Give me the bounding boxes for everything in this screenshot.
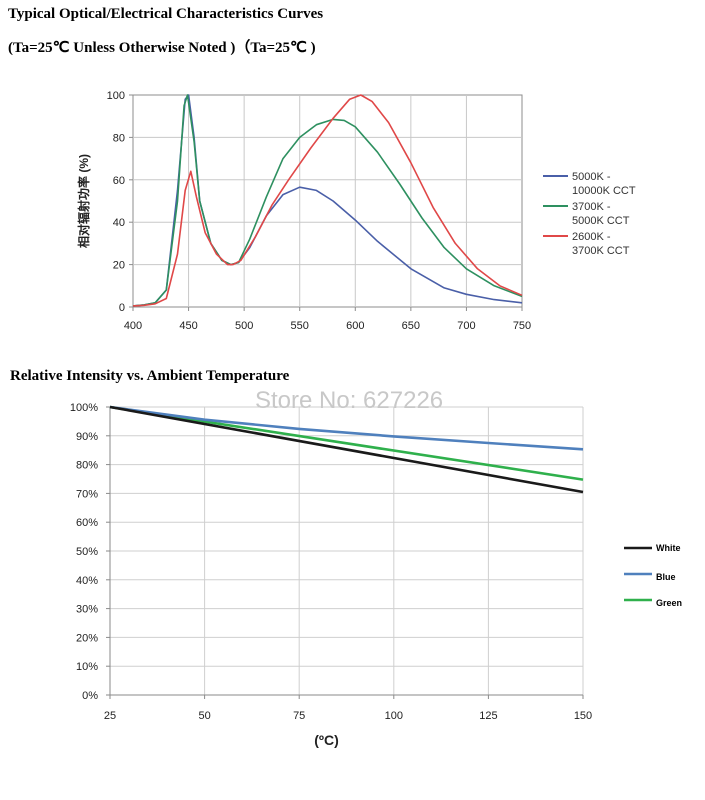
legend-label-2: 3700K - [572,201,611,213]
x-tick-label: 50 [198,710,210,722]
y-tick-label: 90% [76,431,98,443]
legend-label-blue: Blue [656,572,676,582]
y-axis-label: 相对辐射功率 (%) [76,154,91,248]
series-line-blue [109,405,584,451]
x-tick-label: 500 [235,320,253,332]
y-tick-label: 0% [82,690,98,702]
y-tick-label: 50% [76,546,98,558]
legend-label-1: 5000K - [572,171,611,183]
y-tick-label: 80 [113,132,125,144]
x-tick-label: 750 [513,320,531,332]
legend-label-1: 10000K CCT [572,185,636,197]
y-tick-label: 10% [76,661,98,673]
y-tick-label: 100% [70,402,98,414]
legend-label-2: 5000K CCT [572,215,630,227]
y-tick-label: 60% [76,517,98,529]
x-tick-label: 100 [385,710,403,722]
temperature-chart-title: Relative Intensity vs. Ambient Temperatu… [10,368,290,384]
x-tick-label: 450 [179,320,197,332]
series-line-2 [132,94,523,307]
legend-label-white: White [656,543,681,553]
y-tick-label: 0 [119,302,125,314]
y-tick-label: 20% [76,632,98,644]
legend-label-3: 2600K - [572,231,611,243]
y-tick-label: 40% [76,575,98,587]
x-tick-label: 550 [291,320,309,332]
series-line-white [109,405,584,494]
x-tick-label: 650 [402,320,420,332]
x-tick-label: 700 [457,320,475,332]
x-tick-label: 150 [574,710,592,722]
x-tick-label: 75 [293,710,305,722]
y-tick-label: 40 [113,217,125,229]
y-tick-label: 80% [76,460,98,472]
y-tick-label: 60 [113,175,125,187]
legend-label-3: 3700K CCT [572,245,630,257]
series-line-3 [132,94,523,307]
watermark-text: Store No: 627226 [255,387,443,414]
legend-label-green: Green [656,598,682,608]
conditions-note: (Ta=25℃ Unless Otherwise Noted )（Ta=25℃ … [8,40,316,56]
y-tick-label: 100 [107,90,125,102]
y-tick-label: 20 [113,260,125,272]
x-tick-label: 400 [124,320,142,332]
spectrum-chart: 0 20 40 60 80 100 400 450 500 550 600 650 700 750 相对辐射… [76,90,636,332]
y-tick-label: 70% [76,488,98,500]
x-axis-label: (ºC) [314,732,339,748]
x-tick-label: 25 [104,710,116,722]
series-line-green [109,405,584,481]
x-tick-label: 125 [479,710,497,722]
page-heading: Typical Optical/Electrical Characteristi… [8,6,324,22]
x-tick-label: 600 [346,320,364,332]
y-tick-label: 30% [76,604,98,616]
